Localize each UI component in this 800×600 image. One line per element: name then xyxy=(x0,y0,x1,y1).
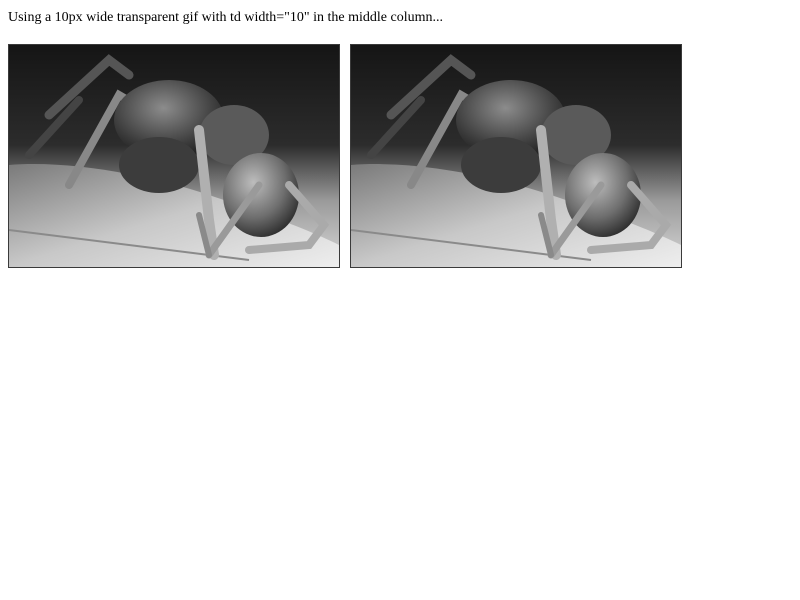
image-table xyxy=(8,44,682,268)
transparent-spacer-gif xyxy=(340,44,350,266)
spacer-cell xyxy=(340,44,350,268)
right-image-cell xyxy=(350,44,682,268)
left-image-cell xyxy=(8,44,340,268)
page-caption: Using a 10px wide transparent gif with t… xyxy=(8,10,443,25)
ant-photo-left xyxy=(8,44,340,268)
ant-photo-right xyxy=(350,44,682,268)
